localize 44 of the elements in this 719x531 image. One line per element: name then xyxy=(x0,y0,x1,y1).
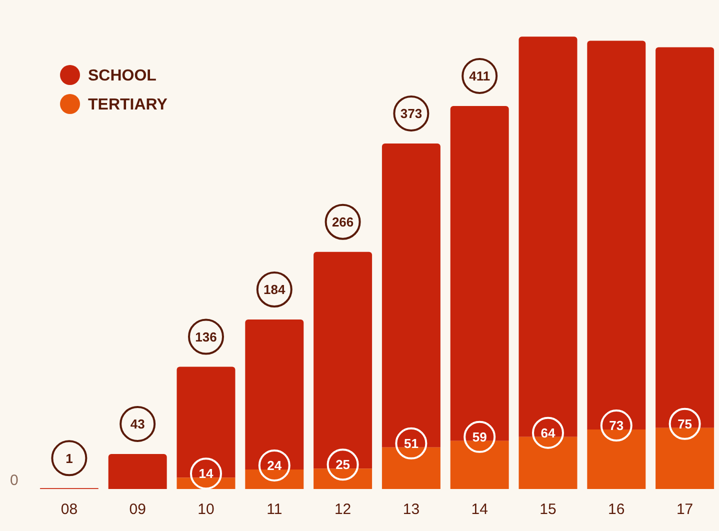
x-tick-label: 15 xyxy=(540,501,556,518)
data-label: 64 xyxy=(540,425,556,440)
data-label: 24 xyxy=(267,458,282,474)
x-tick-label: 14 xyxy=(471,501,488,518)
data-label: 136 xyxy=(195,329,217,344)
bar xyxy=(518,36,578,437)
data-label: 75 xyxy=(678,416,692,432)
legend-label: TERTIARY xyxy=(88,96,168,114)
x-tick-label: 16 xyxy=(608,501,625,518)
bar xyxy=(245,469,304,489)
x-tick-label: 13 xyxy=(402,501,420,518)
bar xyxy=(245,319,304,470)
data-label: 184 xyxy=(264,282,286,298)
data-label: 25 xyxy=(336,457,350,472)
x-tick-label: 09 xyxy=(129,501,146,518)
bar xyxy=(108,454,167,489)
data-label: 14 xyxy=(198,466,214,482)
data-label: 373 xyxy=(400,106,422,122)
bar xyxy=(382,447,440,489)
bar xyxy=(314,468,372,489)
bar xyxy=(450,440,509,489)
bar xyxy=(587,430,646,489)
bar xyxy=(587,40,646,430)
data-label: 266 xyxy=(332,214,354,230)
x-tick-label: 08 xyxy=(60,501,78,518)
bar xyxy=(656,428,714,489)
bar xyxy=(314,252,372,469)
bar xyxy=(450,106,509,441)
data-label: 411 xyxy=(469,68,490,84)
bar xyxy=(518,436,578,489)
x-tick-label: 11 xyxy=(266,501,282,518)
x-tick-label: 10 xyxy=(198,501,214,518)
x-tick-label: 12 xyxy=(334,501,352,518)
bar xyxy=(382,143,440,448)
data-label: 59 xyxy=(472,429,487,444)
data-label: 51 xyxy=(404,436,418,452)
bar xyxy=(176,366,236,478)
data-label: 1 xyxy=(66,450,73,466)
legend-label: SCHOOL xyxy=(88,67,157,84)
text: 0 xyxy=(10,472,18,490)
data-label: 43 xyxy=(130,416,145,432)
data-label: 73 xyxy=(609,418,624,434)
bar xyxy=(656,47,714,428)
x-tick-label: 17 xyxy=(676,501,694,518)
